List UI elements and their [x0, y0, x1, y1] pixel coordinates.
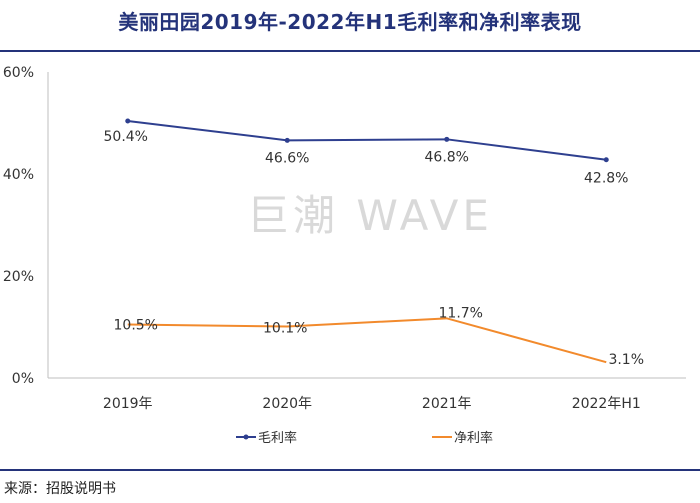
footer-divider [0, 469, 700, 471]
data-label: 10.1% [263, 320, 307, 336]
y-tick-label: 0% [12, 371, 34, 387]
legend-label: 毛利率 [258, 430, 297, 446]
data-point [444, 136, 450, 142]
chart-title: 美丽田园2019年-2022年H1毛利率和净利率表现 [118, 10, 582, 34]
x-tick-label: 2020年 [262, 396, 312, 412]
data-label: 46.6% [265, 150, 309, 166]
y-tick-label: 40% [3, 167, 34, 183]
data-point [603, 157, 609, 163]
line-chart: 巨潮 WAVE 0% 20% 40% 60% 2019年 2020年 2021年 2022年… [3, 65, 686, 446]
x-tick-label: 2021年 [422, 396, 472, 412]
x-tick-label: 2019年 [103, 396, 153, 412]
data-point [284, 137, 290, 143]
data-label: 3.1% [608, 352, 644, 368]
legend-marker [243, 434, 249, 440]
x-tick-label: 2022年H1 [572, 396, 641, 412]
series-line-1 [127, 119, 607, 161]
series-line-2 [127, 317, 607, 364]
data-label: 50.4% [104, 129, 148, 145]
data-label: 10.5% [114, 317, 158, 333]
legend-label: 净利率 [454, 430, 493, 446]
data-point [125, 118, 131, 124]
data-label: 42.8% [584, 171, 628, 187]
data-label: 11.7% [439, 305, 483, 321]
data-label: 46.8% [425, 149, 469, 165]
title-divider [0, 50, 700, 52]
source-note: 来源：招股说明书 [4, 481, 116, 497]
y-tick-label: 20% [3, 269, 34, 285]
watermark: 巨潮 WAVE [247, 191, 493, 240]
y-tick-label: 60% [3, 65, 34, 81]
